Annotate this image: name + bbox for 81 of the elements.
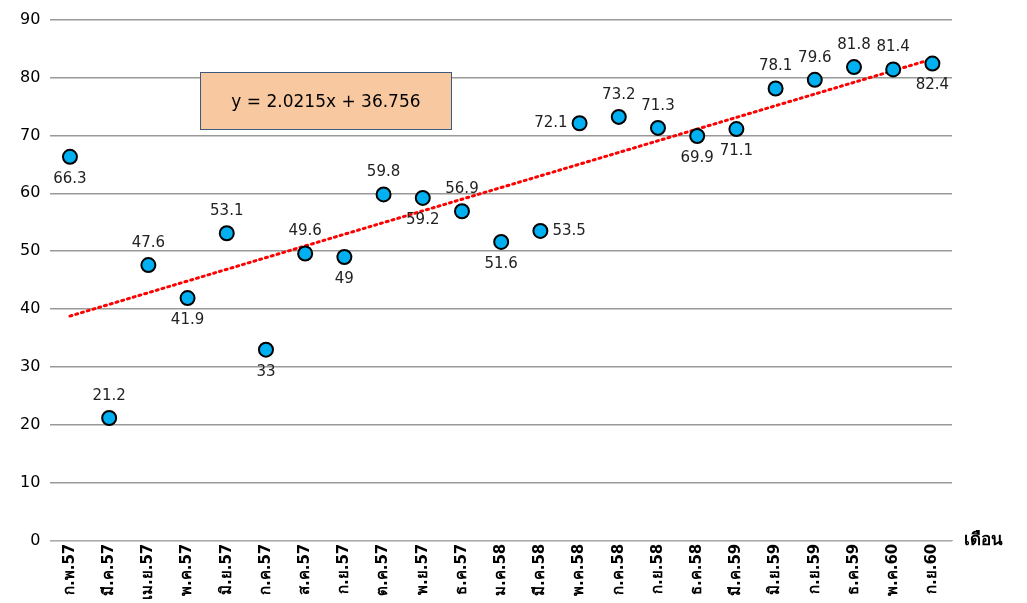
data-label: 53.1	[210, 201, 244, 220]
x-tick-label: ม.ค.58	[491, 543, 510, 597]
data-label: 47.6	[131, 233, 166, 251]
x-tick-label: มี.ค.57	[99, 543, 118, 597]
data-label: 66.3	[53, 168, 87, 187]
y-tick-label: 60	[20, 182, 41, 202]
point	[179, 290, 196, 307]
y-tick-label: 70	[20, 124, 41, 144]
point	[375, 186, 392, 203]
data-label: 82.4	[915, 75, 950, 94]
point	[610, 108, 627, 125]
data-label: 69.9	[680, 147, 714, 166]
point	[532, 222, 549, 239]
data-label: 53.5	[552, 220, 586, 239]
x-tick-label: มิ.ย.59	[765, 543, 784, 596]
data-label: 81.4	[876, 37, 910, 56]
point	[218, 225, 235, 242]
x-tick-label: พ.ค.60	[883, 543, 902, 597]
y-tick-label: 90	[20, 8, 41, 28]
y-tick-label: 10	[20, 471, 41, 491]
point	[414, 189, 431, 206]
point	[649, 119, 666, 136]
x-tick-label: ธ.ค.59	[843, 543, 862, 596]
y-tick-label: 80	[20, 66, 41, 86]
point	[297, 245, 314, 262]
data-label: 73.2	[602, 84, 636, 103]
data-label: 71.1	[719, 140, 754, 159]
point	[885, 61, 902, 78]
text-box: y = 2.0215x + 36.756	[200, 71, 452, 130]
y-tick-label: 30	[20, 356, 41, 376]
x-tick-label: เม.ย.57	[138, 543, 157, 601]
x-tick-label: ก.ย.59	[804, 543, 823, 595]
x-tick-label: ธ.ค.58	[687, 543, 706, 596]
x-tick-label: ต.ค.57	[373, 543, 392, 597]
point	[806, 71, 823, 88]
x-tick-label: ก.พ.57	[59, 543, 78, 596]
x-tick-label: ก.ย.58	[647, 543, 666, 595]
y-tick-label: 40	[20, 298, 41, 318]
point	[728, 121, 745, 138]
y-tick-label: 50	[20, 240, 41, 260]
point	[101, 409, 118, 426]
x-tick-label: มิ.ย.57	[216, 543, 235, 596]
point	[493, 233, 510, 250]
data-label: 49	[334, 268, 354, 287]
data-label: 79.6	[798, 47, 832, 66]
x-tick-label: ก.ย.57	[334, 543, 353, 595]
point	[571, 115, 588, 132]
point	[689, 127, 706, 144]
point	[61, 148, 78, 165]
data-label: 33	[256, 361, 276, 380]
point	[924, 55, 941, 72]
y-tick-label: 20	[20, 414, 41, 434]
x-tick-label: มี.ค.59	[726, 543, 745, 597]
x-tick-label: มี.ค.58	[530, 543, 549, 597]
x-tick-label: พ.ค.57	[177, 543, 196, 597]
data-label: 41.9	[170, 310, 205, 329]
x-tick-label: พ.ย.57	[412, 543, 431, 596]
x-tick-label: ธ.ค.57	[451, 543, 470, 596]
data-label: 78.1	[758, 56, 793, 75]
data-label: 71.3	[641, 95, 675, 114]
data-label: 56.9	[445, 179, 479, 198]
point	[453, 203, 470, 220]
point	[257, 341, 274, 358]
point	[140, 257, 157, 274]
data-label: 81.8	[837, 34, 871, 53]
data-label: 59.8	[366, 162, 401, 181]
x-tick-label: ก.ค.58	[608, 543, 627, 596]
x-tick-label: ส.ค.57	[295, 543, 314, 596]
x-tick-label: ก.ค.57	[255, 543, 274, 596]
x-tick-label: พ.ค.58	[569, 543, 588, 597]
data-label: 59.2	[406, 209, 440, 228]
point	[767, 80, 784, 97]
point	[846, 59, 862, 76]
data-label: 51.6	[484, 253, 518, 272]
y-tick-label: 0	[30, 529, 41, 549]
point	[336, 249, 353, 265]
data-label: 21.2	[92, 385, 126, 404]
x-axis-title: เดือน	[964, 529, 1003, 550]
x-tick-label: ก.ย.60	[922, 543, 941, 595]
data-label: 72.1	[534, 113, 568, 132]
data-label: 49.6	[288, 221, 322, 240]
